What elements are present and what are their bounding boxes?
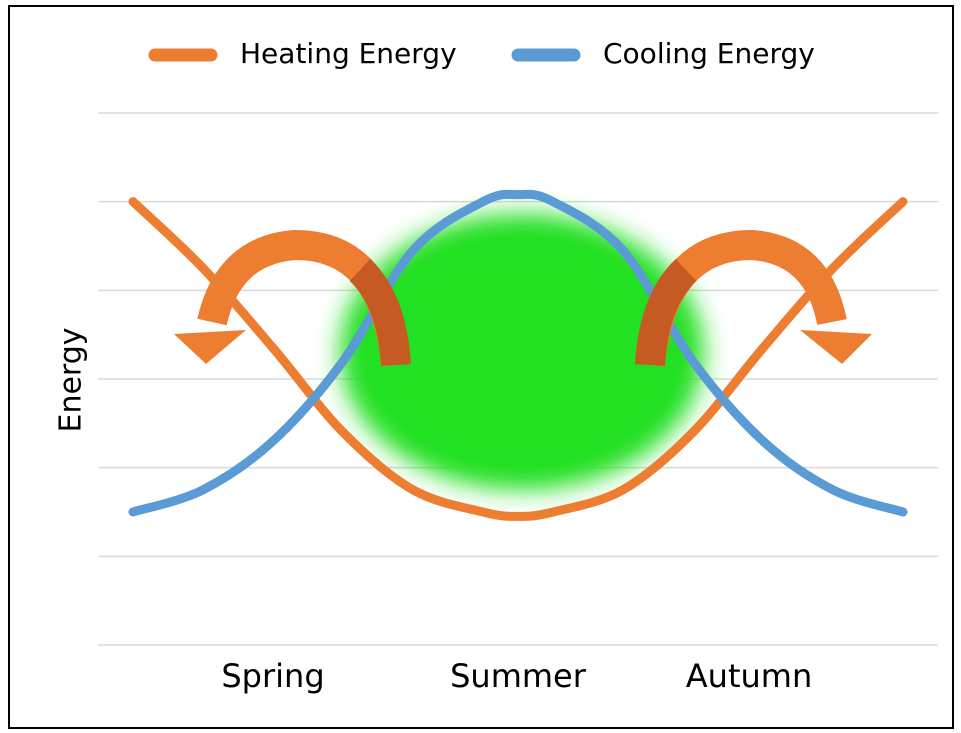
x-tick-label: Summer <box>450 657 587 695</box>
legend-label: Cooling Energy <box>603 37 815 70</box>
chart: Energy Heating Energy Cooling Energy Spri… <box>0 0 961 733</box>
x-tick-label: Spring <box>221 657 324 695</box>
y-axis-label: Energy <box>54 327 89 432</box>
legend-label: Heating Energy <box>240 37 457 70</box>
x-tick-label: Autumn <box>686 657 812 695</box>
